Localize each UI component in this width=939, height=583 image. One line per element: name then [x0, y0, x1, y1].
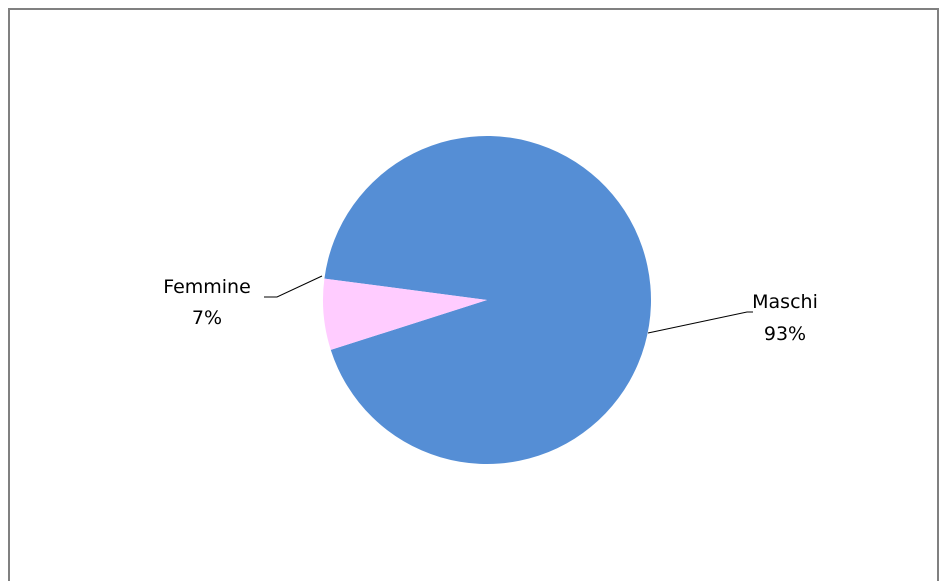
data-label-percent-femmine: 7%: [192, 307, 222, 329]
pie-chart: Maschi 93% Femmine 7%: [163, 136, 818, 465]
chart-area: Maschi 93% Femmine 7%: [8, 8, 939, 581]
data-label-percent-maschi: 93%: [764, 323, 806, 345]
pie-slice-maschi: [324, 136, 651, 465]
leader-line-maschi: [647, 311, 753, 334]
data-label-name-maschi: Maschi: [752, 291, 818, 313]
leader-line-femmine: [264, 275, 323, 298]
pie-slice-femmine: [323, 278, 487, 350]
data-label-name-femmine: Femmine: [163, 276, 251, 298]
